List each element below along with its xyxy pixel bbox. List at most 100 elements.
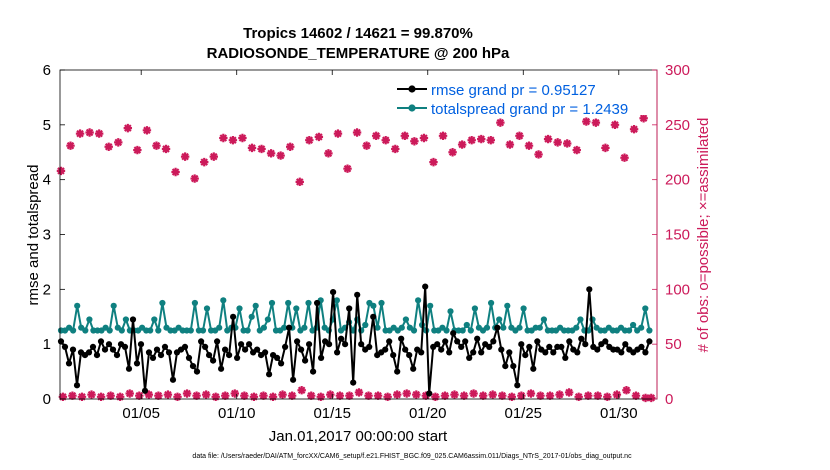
totalspread-point [236, 305, 243, 312]
rmse-point [474, 335, 481, 342]
obs-count-marker-lower [163, 390, 173, 399]
rmse-point [145, 349, 153, 356]
y-left-tick-label: 5 [43, 117, 51, 134]
obs-count-marker-lower [345, 391, 354, 400]
totalspread-point [110, 302, 117, 309]
totalspread-point [504, 302, 511, 309]
rmse-point [185, 354, 193, 361]
rmse-point [105, 341, 113, 348]
rmse-point [61, 343, 69, 350]
rmse-point [326, 341, 333, 348]
obs-count-marker-lower [259, 391, 268, 400]
rmse-point [149, 354, 157, 361]
legend-box [394, 79, 650, 115]
rmse-point [422, 283, 429, 290]
obs-count-marker-lower [221, 391, 230, 400]
totalspread-point [268, 299, 276, 307]
rmse-point [358, 341, 365, 348]
totalspread-point [378, 299, 385, 307]
obs-count-marker-lower [469, 389, 478, 398]
totalspread-point [471, 305, 478, 312]
rmse-point [522, 352, 529, 359]
rmse-point [302, 357, 309, 364]
obs-count-marker-upper [362, 141, 371, 150]
rmse-point [193, 368, 201, 375]
rmse-point [530, 365, 537, 372]
totalspread-point [536, 324, 543, 331]
rmse-point [93, 352, 101, 359]
rmse-point [434, 341, 441, 348]
obs-count-marker-upper [486, 135, 495, 145]
obs-count-marker-upper [610, 120, 620, 130]
x-tick-label: 01/10 [218, 405, 256, 422]
obs-count-marker-lower [488, 390, 497, 399]
rmse-point [574, 349, 581, 356]
obs-count-marker-lower [192, 391, 201, 400]
rmse-point [494, 324, 501, 331]
rmse-point [222, 346, 229, 353]
totalspread-point [106, 327, 113, 334]
obs-count-marker-upper [496, 118, 505, 127]
obs-count-marker-upper [400, 131, 410, 140]
rmse-point [566, 338, 573, 345]
rmse-point [246, 341, 253, 348]
obs-count-marker-upper [438, 131, 448, 140]
obs-count-marker-upper [639, 114, 648, 123]
rmse-point [534, 338, 541, 345]
rmse-point [230, 313, 237, 320]
rmse-point [350, 379, 357, 386]
obs-count-marker-lower [574, 392, 583, 402]
rmse-point [546, 343, 553, 350]
rmse-point [342, 341, 349, 348]
rmse-point [622, 341, 629, 348]
rmse-point [202, 343, 209, 350]
totalspread-point [159, 299, 166, 307]
rmse-point [286, 324, 293, 331]
totalspread-point [398, 324, 405, 331]
rmse-point [141, 387, 149, 394]
series-layer [56, 114, 656, 403]
chart-title-line1: Tropics 14602 / 14621 = 99.870% [243, 25, 473, 42]
y-left-tick-label: 4 [43, 172, 51, 189]
obs-count-marker-lower [622, 386, 631, 395]
obs-count-marker-upper [152, 141, 161, 150]
totalspread-point [248, 313, 255, 320]
obs-count-marker-lower [135, 391, 144, 400]
obs-count-marker-upper [66, 141, 75, 150]
rmse-point [370, 313, 377, 320]
rmse-point [442, 338, 449, 345]
obs-count-marker-upper [85, 128, 94, 137]
obs-count-marker-upper [524, 141, 534, 150]
rmse-point [518, 341, 525, 348]
obs-count-marker-lower [115, 392, 125, 402]
obs-count-marker-upper [629, 125, 639, 134]
obs-count-marker-lower [536, 391, 545, 400]
legend-rmse-label: rmse grand pr = 0.95127 [431, 82, 596, 99]
totalspread-point [540, 316, 548, 323]
rmse-point [318, 354, 325, 361]
obs-count-marker-upper [104, 142, 113, 151]
rmse-point [514, 382, 521, 389]
data-file-footer: data file: /Users/raeder/DAI/ATM_forcXX/… [192, 453, 632, 460]
rmse-point [450, 330, 457, 337]
rmse-point [602, 338, 609, 345]
rmse-point [310, 368, 317, 375]
obs-count-marker-lower [278, 390, 287, 399]
obs-count-marker-lower [498, 391, 507, 400]
obs-count-marker-lower [240, 391, 249, 400]
rmse-point [314, 299, 321, 307]
totalspread-point [626, 327, 633, 334]
obs-count-marker-upper [582, 117, 591, 126]
rmse-point [242, 346, 249, 353]
totalspread-point [500, 324, 507, 331]
totalspread-point [370, 302, 377, 309]
obs-count-marker-lower [201, 390, 211, 399]
totalspread-point [402, 316, 409, 323]
rmse-point [498, 346, 505, 353]
totalspread-point [155, 327, 162, 334]
legend-spread-marker [408, 104, 416, 112]
obs-count-marker-upper [381, 135, 390, 145]
obs-count-marker-upper [448, 148, 457, 157]
rmse-point [578, 335, 585, 342]
obs-count-marker-lower [545, 391, 555, 400]
